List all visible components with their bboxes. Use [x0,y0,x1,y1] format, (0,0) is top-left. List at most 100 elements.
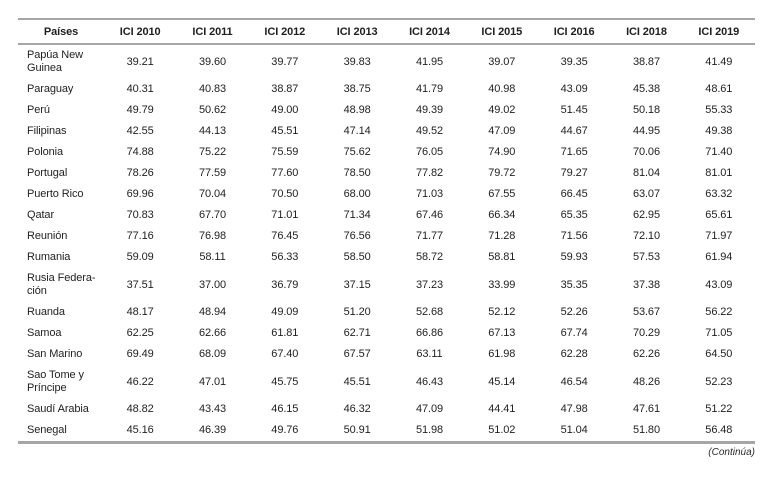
value-cell: 40.98 [488,83,516,95]
value-cell: 47.61 [632,403,660,415]
value-cell: 51.80 [632,424,660,436]
value-cell: 58.11 [199,251,226,263]
value-cell: 39.77 [271,55,299,68]
value-cell: 45.75 [271,375,299,388]
value-cell: 75.62 [343,146,371,158]
value-cell: 71.65 [560,146,588,158]
value-cell: 37.51 [126,278,154,291]
table-row: Senegal 45.16 46.39 49.76 50.91 51.98 51.02 51.… [18,420,755,443]
country-name-cell: Ruanda [27,306,65,318]
column-header: ICI 2019 [682,19,755,45]
value-cell: 39.21 [126,55,154,68]
value-cell: 67.57 [343,348,371,360]
value-cell: 43.09 [560,83,588,95]
value-cell: 81.04 [632,167,660,179]
country-name-cell: Saudí Arabia [27,403,89,415]
value-cell: 44.67 [560,125,588,137]
value-cell: 74.88 [126,146,154,158]
value-cell: 68.00 [343,188,371,200]
value-cell: 66.34 [488,209,516,221]
country-name-cell: San Marino [27,348,83,360]
table-row: Rumania 59.09 58.11 56.33 58.50 58.72 58.81 59.… [18,247,755,268]
value-cell: 37.38 [632,278,660,291]
country-name-cell: Rusia Federa­ción [27,272,96,297]
value-cell: 59.93 [560,251,588,263]
value-cell: 76.56 [343,230,371,242]
table-row: Portugal 78.26 77.59 77.60 78.50 77.82 79.72 79… [18,163,755,184]
value-cell: 77.60 [271,167,299,179]
table-row: Perú 49.79 50.62 49.00 48.98 49.39 49.02 51.45 5… [18,100,755,121]
value-cell: 71.34 [343,209,371,221]
value-cell: 66.86 [415,327,443,339]
value-cell: 49.00 [271,104,299,116]
value-cell: 46.39 [198,424,226,436]
value-cell: 47.98 [560,403,588,415]
value-cell: 71.05 [705,327,733,339]
value-cell: 70.50 [271,188,299,200]
value-cell: 78.26 [126,167,154,179]
value-cell: 79.27 [560,167,588,179]
column-header: ICI 2016 [537,19,611,45]
value-cell: 51.45 [560,104,588,116]
value-cell: 49.09 [271,306,299,318]
value-cell: 70.04 [198,188,226,200]
value-cell: 67.46 [415,209,443,221]
value-cell: 41.95 [415,55,443,68]
column-header: ICI 2010 [104,19,177,45]
value-cell: 52.12 [488,306,516,318]
value-cell: 61.98 [488,348,516,360]
column-header: ICI 2018 [610,19,683,45]
table-row: Sao Tome y Príncipe 46.22 47.01 45.75 45.51 4… [18,365,755,399]
value-cell: 43.09 [705,278,733,291]
value-cell: 52.23 [705,375,733,388]
value-cell: 71.97 [705,230,733,242]
value-cell: 67.74 [560,327,588,339]
value-cell: 46.15 [271,403,299,415]
value-cell: 51.20 [343,306,371,318]
value-cell: 38.87 [632,55,660,68]
column-header: ICI 2012 [248,19,321,45]
value-cell: 46.43 [415,375,443,388]
value-cell: 39.60 [198,55,226,68]
value-cell: 46.22 [126,375,154,388]
table-header-row: Países ICI 2010 ICI 2011 ICI 2012 ICI 2013 IC… [18,19,755,45]
value-cell: 50.91 [343,424,371,436]
value-cell: 53.67 [632,306,660,318]
value-cell: 45.38 [632,83,660,95]
value-cell: 38.75 [343,83,371,95]
table-row: Saudí Arabia 48.82 43.43 46.15 46.32 47.09 44.… [18,399,755,420]
value-cell: 51.04 [560,424,588,436]
value-cell: 49.76 [271,424,299,436]
ici-table: Países ICI 2010 ICI 2011 ICI 2012 ICI 2013 IC… [18,18,755,444]
country-name-cell: Paraguay [27,83,74,95]
value-cell: 49.79 [126,104,154,116]
value-cell: 71.40 [705,146,733,158]
column-header: ICI 2014 [393,19,466,45]
value-cell: 59.09 [126,251,154,263]
value-cell: 77.82 [415,167,443,179]
value-cell: 71.03 [415,188,443,200]
value-cell: 45.14 [488,375,516,388]
value-cell: 70.83 [126,209,154,221]
value-cell: 62.26 [632,348,660,360]
value-cell: 44.95 [632,125,660,137]
value-cell: 68.09 [198,348,226,360]
column-header: ICI 2013 [320,19,394,45]
value-cell: 67.13 [488,327,516,339]
value-cell: 47.01 [198,375,226,388]
country-name-cell: Samoa [27,327,62,339]
table-row: Rusia Federa­ción 37.51 37.00 36.79 37.15 37.… [18,268,755,302]
value-cell: 71.56 [560,230,588,242]
value-cell: 49.38 [705,125,733,137]
value-cell: 37.00 [198,278,226,291]
value-cell: 71.28 [488,230,516,242]
value-cell: 56.33 [271,251,299,263]
value-cell: 69.49 [126,348,154,360]
value-cell: 75.22 [198,146,226,158]
value-cell: 52.26 [560,306,588,318]
value-cell: 45.51 [271,125,299,137]
value-cell: 40.83 [198,83,226,95]
value-cell: 62.71 [343,327,371,339]
value-cell: 39.35 [560,55,588,68]
